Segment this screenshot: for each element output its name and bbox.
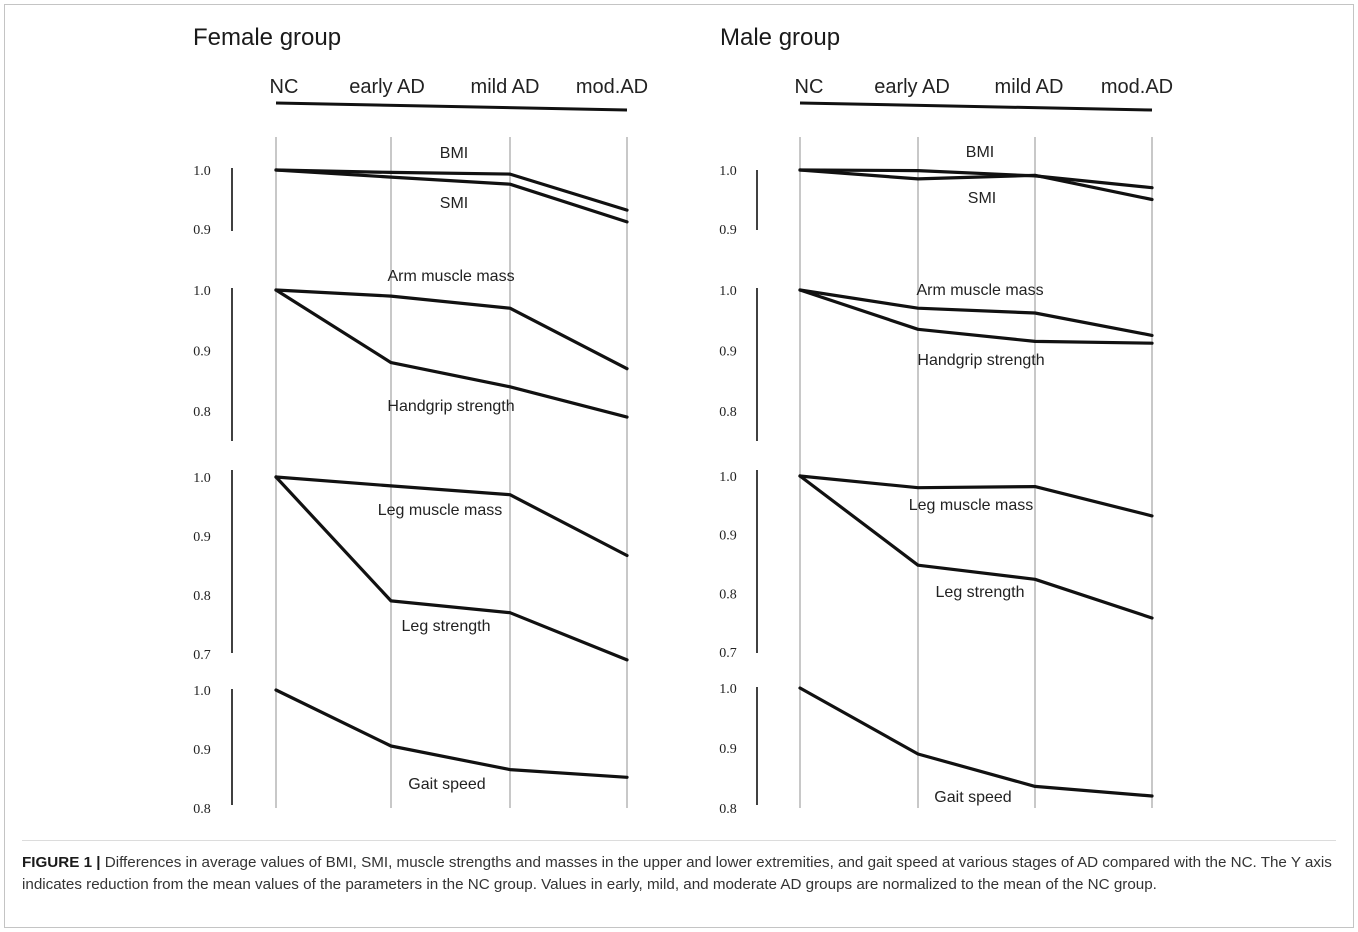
male-y-tick-label: 1.0 xyxy=(719,682,737,697)
caption-label: FIGURE 1 | xyxy=(22,854,101,871)
female-category-label: early AD xyxy=(349,76,425,98)
female-y-tick-label: 0.8 xyxy=(193,802,211,817)
female-series-label-leg-muscle-mass: Leg muscle mass xyxy=(378,502,503,519)
male-category-label: mod.AD xyxy=(1101,76,1173,98)
male-category-label: NC xyxy=(795,76,824,98)
male-y-tick-label: 0.9 xyxy=(719,742,737,757)
male-series-label-gait-speed: Gait speed xyxy=(934,789,1011,806)
male-series-label-handgrip-strength: Handgrip strength xyxy=(917,352,1044,369)
female-y-tick-label: 0.8 xyxy=(193,405,211,420)
figure-charts: Female group NC early AD mild AD mod.AD 1.0 0.… xyxy=(0,0,1358,840)
female-y-tick-label: 0.9 xyxy=(193,743,211,758)
male-series-label-smi: SMI xyxy=(968,190,996,207)
female-series-line-arm-muscle-mass xyxy=(276,290,627,369)
female-y-tick-label: 1.0 xyxy=(193,684,211,699)
female-y-tick-label: 0.7 xyxy=(193,648,211,663)
male-y-tick-label: 0.8 xyxy=(719,802,737,817)
male-y-tick-label: 1.0 xyxy=(719,164,737,179)
male-series-label-leg-strength: Leg strength xyxy=(936,584,1025,601)
figure-caption: FIGURE 1 | Differences in average values… xyxy=(22,852,1336,896)
female-category-label: mod.AD xyxy=(576,76,648,98)
female-y-tick-label: 0.9 xyxy=(193,345,211,360)
male-category-label: mild AD xyxy=(995,76,1064,98)
male-y-tick-label: 0.8 xyxy=(719,587,737,602)
female-y-tick-label: 1.0 xyxy=(193,284,211,299)
female-series-label-gait-speed: Gait speed xyxy=(408,776,485,793)
female-y-tick-label: 0.9 xyxy=(193,223,211,238)
male-y-tick-label: 0.9 xyxy=(719,345,737,360)
male-y-tick-label: 1.0 xyxy=(719,470,737,485)
female-category-label: NC xyxy=(270,76,299,98)
female-series-label-smi: SMI xyxy=(440,195,468,212)
female-y-tick-label: 1.0 xyxy=(193,471,211,486)
female-series-label-leg-strength: Leg strength xyxy=(402,618,491,635)
female-category-label: mild AD xyxy=(471,76,540,98)
female-series-label-arm-muscle-mass: Arm muscle mass xyxy=(387,268,514,285)
male-category-label: early AD xyxy=(874,76,950,98)
male-y-tick-label: 0.9 xyxy=(719,529,737,544)
male-y-tick-label: 1.0 xyxy=(719,284,737,299)
female-series-label-bmi: BMI xyxy=(440,145,468,162)
female-series-label-handgrip-strength: Handgrip strength xyxy=(387,398,514,415)
female-y-tick-label: 0.8 xyxy=(193,589,211,604)
female-chart-title: Female group xyxy=(193,24,341,51)
female-y-tick-label: 0.9 xyxy=(193,530,211,545)
male-series-label-bmi: BMI xyxy=(966,144,994,161)
male-series-label-arm-muscle-mass: Arm muscle mass xyxy=(916,282,1043,299)
caption-divider xyxy=(22,840,1336,841)
female-series-line-gait-speed xyxy=(276,690,627,777)
male-series-line-gait-speed xyxy=(800,688,1152,796)
male-chart-title: Male group xyxy=(720,24,840,51)
female-y-tick-label: 1.0 xyxy=(193,164,211,179)
male-y-tick-label: 0.8 xyxy=(719,405,737,420)
male-series-label-leg-muscle-mass: Leg muscle mass xyxy=(909,497,1034,514)
male-header-rule xyxy=(800,103,1152,110)
caption-text: Differences in average values of BMI, SM… xyxy=(22,854,1332,893)
male-y-tick-label: 0.9 xyxy=(719,223,737,238)
female-header-rule xyxy=(276,103,627,110)
male-y-tick-label: 0.7 xyxy=(719,646,737,661)
